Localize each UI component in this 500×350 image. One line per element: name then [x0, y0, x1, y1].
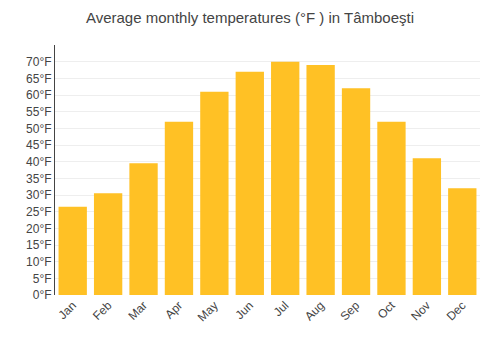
svg-text:60°F: 60°F: [26, 88, 51, 102]
svg-text:Dec: Dec: [444, 298, 469, 323]
svg-text:25°F: 25°F: [26, 205, 51, 219]
svg-text:Aug: Aug: [302, 298, 327, 323]
svg-text:Jun: Jun: [233, 298, 257, 322]
svg-text:15°F: 15°F: [26, 238, 51, 252]
svg-text:Nov: Nov: [408, 298, 433, 323]
svg-text:20°F: 20°F: [26, 222, 51, 236]
svg-text:70°F: 70°F: [26, 55, 51, 69]
svg-text:Average monthly temperatures (: Average monthly temperatures (°F ) in Tâ…: [86, 9, 414, 26]
svg-text:65°F: 65°F: [26, 72, 51, 86]
svg-text:55°F: 55°F: [26, 105, 51, 119]
svg-text:35°F: 35°F: [26, 172, 51, 186]
svg-text:0°F: 0°F: [33, 288, 52, 302]
svg-text:5°F: 5°F: [33, 272, 52, 286]
svg-text:May: May: [195, 298, 221, 324]
svg-text:Sep: Sep: [337, 298, 362, 323]
svg-text:Feb: Feb: [90, 298, 115, 323]
svg-text:Mar: Mar: [125, 298, 150, 323]
svg-text:40°F: 40°F: [26, 155, 51, 169]
svg-text:30°F: 30°F: [26, 188, 51, 202]
svg-text:50°F: 50°F: [26, 122, 51, 136]
svg-text:Oct: Oct: [375, 298, 399, 322]
svg-text:10°F: 10°F: [26, 255, 51, 269]
svg-text:Jul: Jul: [271, 298, 292, 319]
svg-text:Jan: Jan: [55, 298, 79, 322]
svg-text:Apr: Apr: [162, 298, 185, 321]
svg-text:45°F: 45°F: [26, 138, 51, 152]
